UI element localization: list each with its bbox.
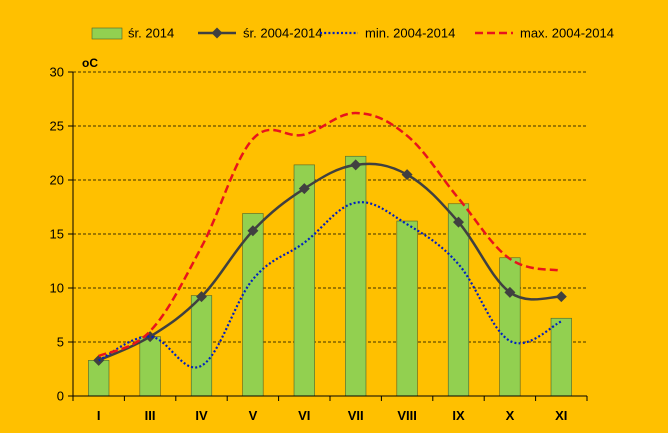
bar-series: [88, 156, 571, 396]
legend: śr. 2014 śr. 2004-2014 min. 2004-2014 max. …: [92, 26, 614, 41]
bar-VIII: [397, 221, 418, 396]
y-tick-label: 15: [50, 227, 64, 242]
x-tick-label: I: [97, 408, 101, 423]
bar-X: [500, 258, 521, 396]
legend-item: śr. 2014: [92, 26, 174, 41]
y-tick-label: 25: [50, 119, 64, 134]
bar-IV: [191, 296, 212, 396]
x-tick-label: XI: [555, 408, 567, 423]
x-axis-ticks: I III IV V VI VII VIII IX X XI: [73, 396, 587, 423]
y-axis-ticks: 0 5 10 15 20 25 30: [50, 65, 73, 404]
legend-swatch: [92, 28, 122, 39]
marker-VIII: [402, 169, 413, 180]
unit-label: oC: [82, 56, 98, 70]
y-tick-label: 0: [57, 389, 64, 404]
x-tick-label: IX: [452, 408, 465, 423]
bar-VI: [294, 165, 315, 396]
y-tick-label: 10: [50, 281, 64, 296]
x-tick-label: VII: [348, 408, 364, 423]
legend-label: śr. 2014: [128, 26, 174, 41]
legend-item: śr. 2004-2014: [198, 26, 323, 41]
legend-label: śr. 2004-2014: [243, 26, 323, 41]
legend-item: min. 2004-2014: [320, 26, 455, 41]
line-min. 2004-2014: [99, 202, 562, 367]
x-tick-label: IV: [195, 408, 208, 423]
legend-label: min. 2004-2014: [365, 26, 455, 41]
y-tick-label: 30: [50, 65, 64, 80]
line-śr. 2004-2014: [99, 164, 562, 360]
bar-III: [140, 337, 161, 396]
legend-label: max. 2004-2014: [520, 26, 614, 41]
y-tick-label: 20: [50, 173, 64, 188]
marker-XI: [556, 291, 567, 302]
legend-item: max. 2004-2014: [475, 26, 614, 41]
bar-XI: [551, 318, 572, 396]
y-tick-label: 5: [57, 335, 64, 350]
bar-VII: [345, 156, 366, 396]
legend-marker: [212, 28, 223, 39]
x-tick-label: VIII: [397, 408, 417, 423]
x-tick-label: VI: [298, 408, 310, 423]
x-tick-label: III: [145, 408, 156, 423]
x-tick-label: X: [506, 408, 515, 423]
line-series: [93, 113, 567, 367]
x-tick-label: V: [249, 408, 258, 423]
